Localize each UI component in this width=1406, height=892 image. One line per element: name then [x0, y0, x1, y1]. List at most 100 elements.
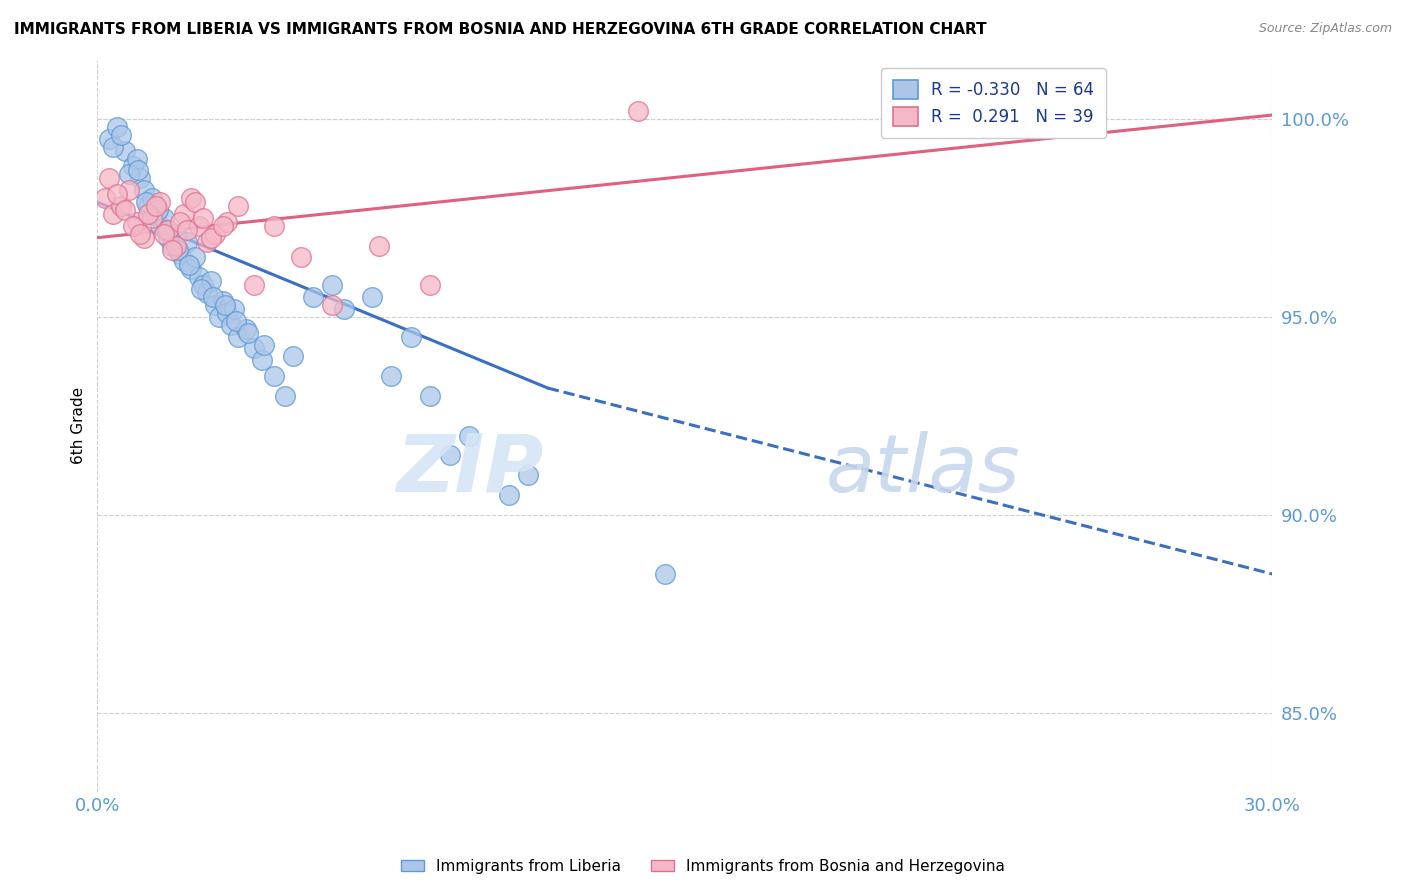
Point [301, 290, 323, 304]
Point [188, 219, 211, 233]
Point [156, 230, 179, 244]
Point [118, 167, 141, 181]
Point [94, 191, 117, 205]
Point [127, 163, 149, 178]
Point [105, 120, 128, 134]
Point [129, 171, 152, 186]
Text: ZIP: ZIP [396, 431, 544, 508]
Point [136, 199, 159, 213]
Text: atlas: atlas [825, 431, 1021, 508]
Point [368, 238, 391, 252]
Point [263, 219, 285, 233]
Point [153, 211, 176, 225]
Point [498, 488, 520, 502]
Point [211, 219, 233, 233]
Point [169, 246, 191, 260]
Point [146, 202, 169, 217]
Y-axis label: 6th Grade: 6th Grade [72, 387, 86, 464]
Point [225, 314, 247, 328]
Point [321, 278, 343, 293]
Point [195, 286, 218, 301]
Point [188, 270, 211, 285]
Point [173, 207, 195, 221]
Point [118, 183, 141, 197]
Point [200, 230, 222, 244]
Point [204, 298, 226, 312]
Point [321, 298, 343, 312]
Point [121, 219, 143, 233]
Point [114, 144, 136, 158]
Point [243, 278, 266, 293]
Point [179, 259, 201, 273]
Point [180, 191, 202, 205]
Point [263, 369, 285, 384]
Point [149, 219, 172, 233]
Point [105, 187, 128, 202]
Point [208, 310, 231, 324]
Point [224, 301, 246, 316]
Text: IMMIGRANTS FROM LIBERIA VS IMMIGRANTS FROM BOSNIA AND HERZEGOVINA 6TH GRADE CORR: IMMIGRANTS FROM LIBERIA VS IMMIGRANTS FR… [14, 22, 987, 37]
Point [129, 227, 152, 241]
Point [250, 353, 273, 368]
Point [419, 278, 441, 293]
Point [180, 262, 202, 277]
Point [125, 215, 148, 229]
Point [173, 254, 195, 268]
Point [101, 139, 124, 153]
Point [145, 207, 167, 221]
Point [125, 152, 148, 166]
Point [165, 238, 187, 252]
Point [211, 293, 233, 308]
Point [176, 223, 198, 237]
Point [419, 389, 441, 403]
Point [399, 329, 422, 343]
Point [160, 238, 183, 252]
Point [149, 195, 172, 210]
Point [283, 350, 305, 364]
Point [110, 199, 132, 213]
Point [165, 227, 187, 241]
Point [195, 235, 218, 249]
Point [166, 243, 188, 257]
Point [235, 321, 257, 335]
Point [215, 306, 238, 320]
Point [134, 183, 156, 197]
Point [380, 369, 402, 384]
Point [134, 230, 156, 244]
Point [101, 207, 124, 221]
Point [228, 329, 250, 343]
Point [160, 243, 183, 257]
Point [169, 215, 191, 229]
Point [243, 342, 266, 356]
Point [517, 468, 540, 483]
Point [141, 191, 163, 205]
Point [253, 337, 276, 351]
Point [191, 278, 214, 293]
Point [274, 389, 297, 403]
Point [141, 211, 163, 225]
Point [219, 318, 242, 332]
Point [155, 223, 177, 237]
Point [98, 132, 121, 146]
Point [201, 290, 224, 304]
Text: Source: ZipAtlas.com: Source: ZipAtlas.com [1258, 22, 1392, 36]
Point [190, 282, 212, 296]
Point [98, 171, 121, 186]
Point [153, 227, 176, 241]
Point [121, 160, 143, 174]
Point [238, 326, 260, 340]
Point [204, 227, 226, 241]
Point [333, 301, 356, 316]
Point [214, 298, 236, 312]
Point [627, 103, 650, 118]
Point [145, 199, 167, 213]
Point [110, 128, 132, 142]
Legend: Immigrants from Liberia, Immigrants from Bosnia and Herzegovina: Immigrants from Liberia, Immigrants from… [395, 853, 1011, 880]
Point [215, 215, 238, 229]
Point [156, 223, 179, 237]
Point [184, 251, 207, 265]
Legend: R = -0.330   N = 64, R =  0.291   N = 39: R = -0.330 N = 64, R = 0.291 N = 39 [880, 68, 1105, 138]
Point [191, 211, 214, 225]
Point [200, 274, 222, 288]
Point [439, 448, 461, 462]
